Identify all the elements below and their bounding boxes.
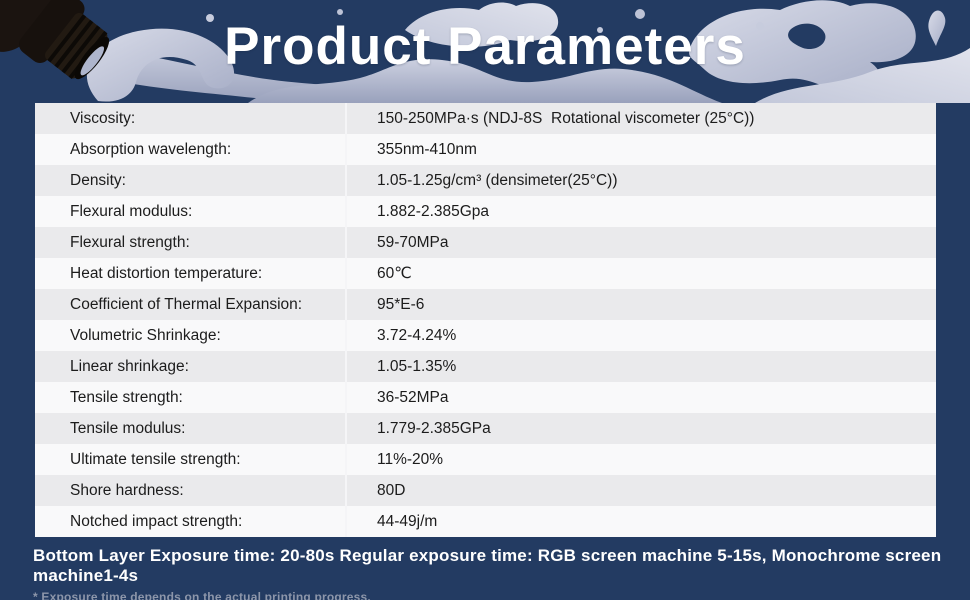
- parameter-value: 60℃: [347, 258, 936, 289]
- header-art: [0, 0, 970, 103]
- parameter-label: Viscosity:: [35, 103, 345, 134]
- table-row: Flexural strength: 59-70MPa: [35, 227, 936, 258]
- parameters-table: Viscosity: 150-250MPa·s (NDJ-8S Rotationa…: [35, 103, 936, 537]
- parameter-label: Tensile modulus:: [35, 413, 345, 444]
- parameter-label: Flexural modulus:: [35, 196, 345, 227]
- parameter-label: Shore hardness:: [35, 475, 345, 506]
- parameter-label: Coefficient of Thermal Expansion:: [35, 289, 345, 320]
- parameter-label: Notched impact strength:: [35, 506, 345, 537]
- parameter-value: 1.779-2.385GPa: [347, 413, 936, 444]
- table-row: Flexural modulus: 1.882-2.385Gpa: [35, 196, 936, 227]
- table-row: Linear shrinkage: 1.05-1.35%: [35, 351, 936, 382]
- parameter-value: 355nm-410nm: [347, 134, 936, 165]
- parameter-label: Tensile strength:: [35, 382, 345, 413]
- parameter-label: Volumetric Shrinkage:: [35, 320, 345, 351]
- table-row: Density: 1.05-1.25g/cm³ (densimeter(25°C)…: [35, 165, 936, 196]
- parameter-value: 11%-20%: [347, 444, 936, 475]
- parameter-value: 1.882-2.385Gpa: [347, 196, 936, 227]
- table-row: Viscosity: 150-250MPa·s (NDJ-8S Rotationa…: [35, 103, 936, 134]
- parameter-label: Flexural strength:: [35, 227, 345, 258]
- exposure-time-line: Bottom Layer Exposure time: 20-80s Regul…: [33, 546, 942, 585]
- table-row: Heat distortion temperature: 60℃: [35, 258, 936, 289]
- table-row: Ultimate tensile strength: 11%-20%: [35, 444, 936, 475]
- parameter-value: 1.05-1.35%: [347, 351, 936, 382]
- liquid-splash-icon: [76, 0, 970, 103]
- parameter-value: 3.72-4.24%: [347, 320, 936, 351]
- table-row: Notched impact strength: 44-49j/m: [35, 506, 936, 537]
- table-row: Volumetric Shrinkage: 3.72-4.24%: [35, 320, 936, 351]
- parameter-label: Heat distortion temperature:: [35, 258, 345, 289]
- table-row: Tensile strength: 36-52MPa: [35, 382, 936, 413]
- parameter-value: 59-70MPa: [347, 227, 936, 258]
- table-row: Absorption wavelength: 355nm-410nm: [35, 134, 936, 165]
- parameter-value: 95*E-6: [347, 289, 936, 320]
- parameter-label: Ultimate tensile strength:: [35, 444, 345, 475]
- resin-bottle-pouring-icon: [0, 0, 110, 80]
- footer: Bottom Layer Exposure time: 20-80s Regul…: [33, 546, 953, 600]
- parameter-label: Density:: [35, 165, 345, 196]
- parameter-value: 80D: [347, 475, 936, 506]
- table-row: Tensile modulus: 1.779-2.385GPa: [35, 413, 936, 444]
- exposure-note: * Exposure time depends on the actual pr…: [33, 590, 371, 600]
- table-row: Shore hardness: 80D: [35, 475, 936, 506]
- parameter-value: 150-250MPa·s (NDJ-8S Rotational viscomet…: [347, 103, 936, 134]
- table-row: Coefficient of Thermal Expansion: 95*E-6: [35, 289, 936, 320]
- parameter-label: Linear shrinkage:: [35, 351, 345, 382]
- page-title: Product Parameters: [224, 17, 746, 76]
- parameter-label: Absorption wavelength:: [35, 134, 345, 165]
- parameter-value: 1.05-1.25g/cm³ (densimeter(25°C)): [347, 165, 936, 196]
- parameter-value: 44-49j/m: [347, 506, 936, 537]
- parameter-value: 36-52MPa: [347, 382, 936, 413]
